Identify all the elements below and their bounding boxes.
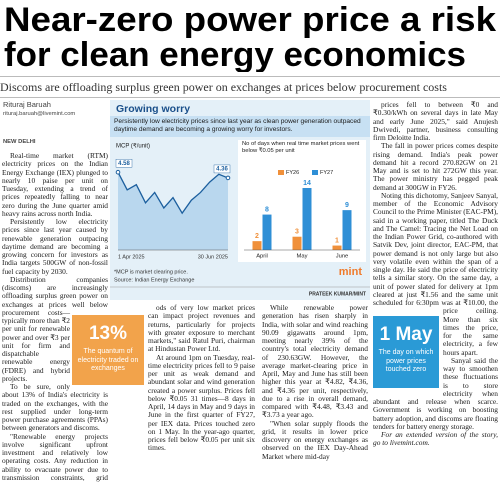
body-column: prices fell to between ₹0 and ₹0.30/kWh … xyxy=(373,101,498,483)
body-column: ods of very low market prices can impact… xyxy=(148,304,255,483)
data-label: 4.36 xyxy=(216,167,228,173)
graphic-credit: PRATEEK KUMAR/MINT xyxy=(309,291,366,297)
data-label: 1 xyxy=(335,237,339,244)
paragraph: "When solar supply floods the grid, it r… xyxy=(262,418,368,461)
graphic-note: *MCP is market clearing price. xyxy=(114,269,188,275)
paragraph: Persistently low electricity prices sinc… xyxy=(2,217,108,276)
x-tick-label: 1 Apr 2025 xyxy=(118,254,145,260)
headline-line: for clean energy economics xyxy=(4,36,466,72)
pull-quote-text: The day on which power prices touched ze… xyxy=(378,349,434,373)
paragraph: Noting this dichotomy, Sanjeev Sanyal, m… xyxy=(373,190,498,357)
graphic-source: Source: Indian Energy Exchange xyxy=(114,277,194,283)
graphic-subtitle: Persistently low electricity prices sinc… xyxy=(114,118,361,133)
data-label: 8 xyxy=(265,206,269,213)
bar xyxy=(342,210,352,250)
point xyxy=(225,175,231,181)
x-tick-label: 30 Jun 2025 xyxy=(198,254,228,260)
pull-quote-text: The quantum of electricity traded on exc… xyxy=(77,348,139,372)
pull-quote: 1 May The day on which power prices touc… xyxy=(373,316,439,388)
subtitle-box: Persistently low electricity prices sinc… xyxy=(114,118,361,133)
byline-email: rituraj.baruah@livemint.com xyxy=(3,111,76,117)
legend-label: FY27 xyxy=(320,170,333,176)
bar xyxy=(302,188,312,250)
legend-swatch xyxy=(312,170,318,175)
y-axis-label: MCP (₹/unit) xyxy=(116,143,150,150)
pull-quote-value: 13% xyxy=(88,323,128,344)
label-bg xyxy=(115,159,133,168)
logo: mint xyxy=(339,266,363,278)
bar xyxy=(332,245,342,250)
body-column: Real-time market (RTM) electricity price… xyxy=(2,152,108,483)
paragraph: At around 1pm on Tuesday, real-time elec… xyxy=(148,352,255,453)
subtitle-band xyxy=(110,116,370,137)
x-tick-label: April xyxy=(256,254,268,260)
line xyxy=(117,171,229,215)
legend-label: FY26 xyxy=(286,170,299,176)
label-bg xyxy=(213,164,231,174)
data-label: 14 xyxy=(303,180,311,187)
headline-line: Near-zero power price a risk xyxy=(4,1,496,39)
bar-title-box: No of days when real time market prices … xyxy=(242,141,360,154)
byline-name: Rituraj Baruah xyxy=(3,100,51,109)
pull-quote-value: 1 May xyxy=(379,324,433,345)
paragraph: "Renewable energy projects involve signi… xyxy=(2,431,108,483)
bar xyxy=(252,241,262,250)
headline: Near-zero power price a risk for clean e… xyxy=(4,1,496,72)
graphic-title: Growing worry xyxy=(116,103,190,115)
dateline: NEW DELHI xyxy=(3,139,36,145)
x-tick-label: June xyxy=(336,254,349,260)
paragraph: Sanyal said the way to smoothen these fl… xyxy=(373,355,498,431)
point xyxy=(115,169,121,175)
data-label: 4.58 xyxy=(118,161,130,167)
graphic: Growing worry Persistently low electrici… xyxy=(110,100,370,300)
body-column: While renewable power generation has ris… xyxy=(262,304,368,483)
paragraph: Real-time market (RTM) electricity price… xyxy=(2,152,108,218)
paragraph: For an extended version of the story, go… xyxy=(373,430,498,448)
line-area xyxy=(118,172,228,250)
paragraph: The fall in power prices comes despite r… xyxy=(373,141,498,192)
data-label: 3 xyxy=(295,229,299,236)
paragraph: To be sure, only about 13% of India's el… xyxy=(2,382,108,433)
legend-swatch xyxy=(278,170,284,175)
paragraph: prices fell to between ₹0 and ₹0.30/kWh … xyxy=(373,101,498,142)
paragraph: While renewable power generation has ris… xyxy=(262,304,368,420)
data-label: 2 xyxy=(255,233,259,240)
bar xyxy=(262,214,272,250)
paragraph: Distribution companies (discoms) are inc… xyxy=(2,274,108,383)
bar xyxy=(292,236,302,250)
pull-quote: 13% The quantum of electricity traded on… xyxy=(72,315,144,385)
bar-chart-title: No of days when real time market prices … xyxy=(242,141,360,154)
standfirst: Discoms are offloading surplus green pow… xyxy=(0,76,500,98)
paragraph: ods of very low market prices can impact… xyxy=(148,304,255,354)
data-label: 9 xyxy=(345,202,349,209)
x-tick-label: May xyxy=(297,254,308,260)
